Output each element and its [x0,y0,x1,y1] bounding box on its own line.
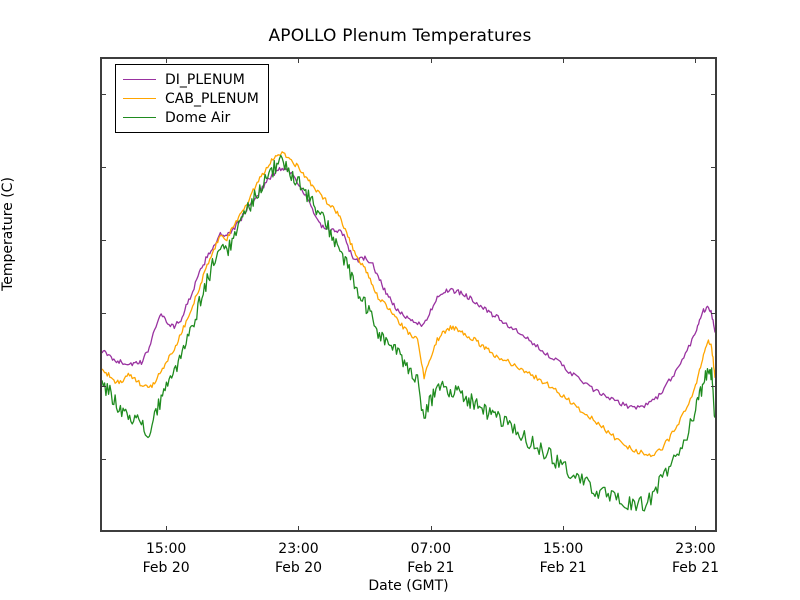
x-tick-date: Feb 21 [539,560,587,576]
y-tick-mark [100,239,106,241]
plot-canvas [102,151,715,512]
legend-item-label: Dome Air [165,109,231,126]
x-tick-label: 15:00 Feb 20 [96,540,236,578]
x-tick-time: 23:00 [675,541,716,557]
x-tick-time: 15:00 [145,541,187,557]
x-tick-time: 15:00 [542,541,584,557]
x-tick-mark [430,57,432,63]
series-line-dome-air [102,154,715,512]
x-tick-mark [166,526,168,532]
chart-legend: DI_PLENUM CAB_PLENUM Dome Air [115,64,269,133]
legend-item-label: DI_PLENUM [165,71,245,88]
y-tick-mark [100,166,106,168]
x-tick-date: Feb 21 [407,560,455,576]
x-tick-label: 23:00 Feb 20 [228,540,368,578]
legend-item[interactable]: DI_PLENUM [123,70,259,89]
y-tick-mark [100,385,106,387]
plot-area [100,57,717,532]
series-line-cab-plenum [102,151,715,458]
x-tick-label: 23:00 Feb 21 [625,540,765,578]
x-axis-label: Date (GMT) [368,578,449,594]
y-tick-mark [100,93,106,95]
y-tick-mark [711,312,717,314]
y-tick-mark [711,458,717,460]
x-tick-date: Feb 20 [274,560,323,576]
y-tick-mark [100,312,106,314]
x-tick-mark [298,57,300,63]
legend-item[interactable]: CAB_PLENUM [123,89,259,108]
x-tick-mark [563,57,565,63]
x-tick-mark [166,57,168,63]
x-tick-label: 15:00 Feb 21 [493,540,633,578]
x-tick-mark [563,526,565,532]
x-tick-mark [695,57,697,63]
series-line-di-plenum [102,166,715,410]
y-tick-mark [711,166,717,168]
legend-item-label: CAB_PLENUM [165,90,259,107]
x-tick-date: Feb 21 [671,560,720,576]
y-tick-mark [711,385,717,387]
x-tick-time: 23:00 [278,541,319,557]
x-tick-time: 07:00 [410,541,451,557]
y-tick-mark [711,239,717,241]
x-tick-label: 07:00 Feb 21 [361,540,501,578]
y-axis-label: Temperature (C) [0,177,16,291]
x-tick-mark [298,526,300,532]
x-tick-date: Feb 20 [142,560,190,576]
legend-color-swatch [123,98,156,99]
legend-item[interactable]: Dome Air [123,108,259,127]
x-tick-mark [695,526,697,532]
y-tick-mark [711,93,717,95]
legend-color-swatch [123,79,156,80]
y-tick-mark [100,458,106,460]
legend-color-swatch [123,117,156,118]
x-tick-mark [430,526,432,532]
chart-title: APOLLO Plenum Temperatures [268,26,532,46]
